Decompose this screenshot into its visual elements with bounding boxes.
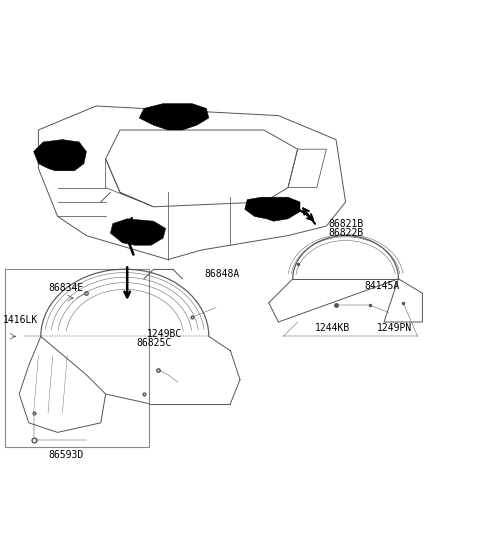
Polygon shape [245, 197, 300, 221]
Text: 86593D: 86593D [48, 450, 83, 460]
Text: 86834E: 86834E [48, 283, 83, 293]
Text: 1416LK: 1416LK [2, 315, 37, 324]
Polygon shape [110, 219, 166, 245]
Text: 86812: 86812 [118, 231, 147, 241]
Polygon shape [139, 104, 209, 130]
Text: 84145A: 84145A [365, 281, 400, 291]
Text: 86821B: 86821B [329, 219, 364, 229]
Bar [5, 269, 149, 447]
Text: 1249PN: 1249PN [377, 323, 412, 333]
Text: 1244KB: 1244KB [314, 323, 349, 333]
Text: 86822B: 86822B [329, 228, 364, 238]
Text: 86848A: 86848A [204, 269, 239, 279]
Text: 86825C: 86825C [137, 338, 172, 347]
Text: 86811: 86811 [118, 222, 147, 232]
Text: 1249BC: 1249BC [146, 329, 181, 339]
Polygon shape [34, 140, 86, 171]
